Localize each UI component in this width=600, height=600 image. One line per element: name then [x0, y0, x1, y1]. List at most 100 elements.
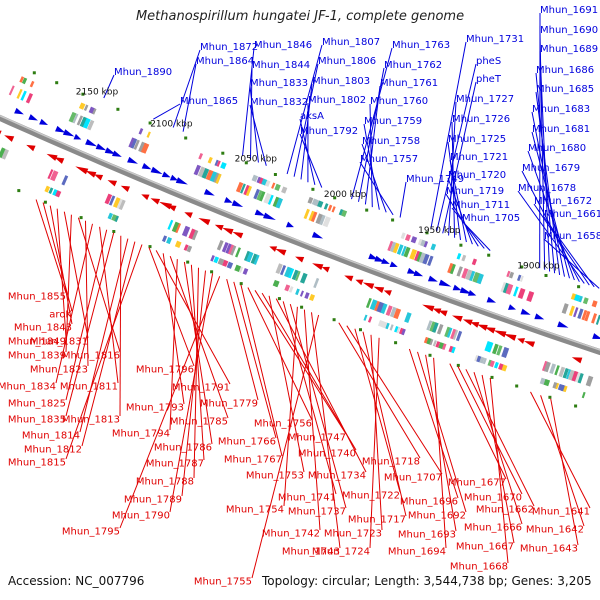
reverse-gene-leader-line: [346, 325, 443, 475]
forward-gene-label: Mhun_1672: [534, 196, 592, 207]
forward-gene-label: Mhun_1719: [446, 186, 504, 197]
forward-feature-block: [19, 76, 25, 83]
reverse-gene-label: Mhun_1786: [154, 442, 212, 453]
reverse-gene-arrow: [295, 256, 305, 263]
reverse-gene-arrow: [26, 144, 36, 152]
reverse-gene-arrow: [275, 248, 287, 256]
reverse-gene-arrow: [214, 224, 224, 231]
forward-feature-block: [193, 164, 201, 176]
forward-feature-block: [574, 294, 581, 302]
forward-feature-block: [256, 190, 263, 201]
forward-feature-block: [410, 236, 418, 244]
forward-feature-block: [16, 88, 23, 99]
reverse-gene-label: Mhun_1668: [450, 561, 508, 572]
gc-marker: [425, 231, 429, 235]
reverse-gene-arrow: [184, 212, 193, 219]
forward-feature-block: [591, 313, 598, 324]
reverse-feature-block: [210, 255, 215, 262]
forward-gene-arrow: [161, 171, 171, 178]
reverse-feature-block: [304, 292, 310, 299]
reverse-gene-leader-line: [457, 366, 523, 495]
reverse-gene-leader-line: [362, 331, 407, 517]
reverse-feature-block: [186, 245, 193, 253]
reverse-gene-label: Mhun_1815: [8, 457, 66, 468]
reverse-feature-block: [242, 267, 249, 275]
gc-marker: [79, 216, 83, 220]
reverse-feature-block: [365, 297, 372, 309]
forward-gene-arrow: [231, 200, 244, 207]
reverse-gene-leader-line: [268, 295, 305, 473]
forward-feature-block: [469, 270, 476, 282]
reverse-gene-label: Mhun_1849: [8, 336, 66, 347]
reverse-feature-block: [166, 237, 172, 245]
gc-marker: [311, 187, 315, 191]
gc-marker: [391, 218, 395, 222]
reverse-gene-leader-line: [190, 264, 205, 461]
reverse-feature-block: [225, 243, 233, 254]
forward-feature-block: [396, 244, 404, 255]
reverse-gene-arrow: [438, 310, 448, 317]
reverse-feature-block: [0, 147, 6, 159]
forward-gene-label: Mhun_1679: [522, 163, 580, 174]
reverse-feature-block: [217, 257, 225, 266]
reverse-gene-leader-line: [56, 208, 67, 339]
reverse-feature-block: [222, 259, 229, 267]
forward-feature-block: [201, 168, 210, 179]
forward-feature-block: [561, 303, 569, 314]
forward-feature-block: [253, 188, 260, 200]
forward-feature-block: [303, 208, 310, 220]
reverse-feature-block: [221, 242, 229, 253]
reverse-feature-block: [227, 244, 235, 255]
forward-feature-block: [582, 297, 589, 305]
reverse-gene-label: Mhun_1835: [8, 414, 66, 425]
forward-gene-leader-line: [182, 63, 197, 132]
reverse-gene-label: aroK: [49, 309, 72, 320]
forward-feature-block: [414, 250, 421, 262]
forward-feature-block: [327, 204, 333, 212]
reverse-feature-block: [275, 280, 280, 288]
reverse-feature-block: [235, 247, 241, 258]
reverse-feature-block: [167, 219, 174, 230]
gc-marker: [55, 81, 59, 85]
forward-gene-label: Mhun_1803: [312, 76, 370, 87]
reverse-feature-block: [216, 240, 224, 251]
reverse-gene-leader-line: [425, 354, 457, 532]
reverse-feature-block: [501, 364, 508, 372]
reverse-gene-leader-line: [240, 284, 283, 457]
reverse-feature-block: [396, 326, 401, 334]
forward-gene-leader-line: [451, 207, 485, 249]
reverse-feature-block: [181, 225, 191, 237]
reverse-feature-block: [380, 303, 388, 314]
reverse-feature-block: [295, 270, 301, 281]
forward-gene-arrow: [175, 177, 188, 185]
forward-feature-block: [240, 183, 246, 194]
forward-feature-block: [338, 208, 344, 216]
reverse-feature-block: [213, 256, 220, 264]
reverse-feature-block: [376, 301, 385, 313]
reverse-feature-block: [299, 272, 308, 284]
forward-feature-block: [422, 253, 430, 265]
forward-gene-label: Mhun_1806: [318, 56, 376, 67]
reverse-feature-block: [565, 369, 572, 380]
forward-gene-label: Mhun_1689: [540, 44, 598, 55]
reverse-gene-arrow: [150, 198, 161, 205]
reverse-gene-leader-line: [550, 398, 579, 546]
reverse-feature-block: [554, 365, 560, 376]
reverse-feature-block: [288, 268, 295, 279]
reverse-gene-label: Mhun_1662: [476, 504, 534, 515]
gc-marker: [548, 395, 552, 399]
gc-marker: [273, 173, 277, 176]
reverse-feature-block: [188, 228, 197, 240]
reverse-gene-label: Mhun_1670: [464, 492, 522, 503]
forward-feature-block: [578, 295, 583, 303]
forward-gene-arrow: [169, 174, 178, 181]
gc-marker: [574, 404, 578, 408]
forward-gene-arrow: [438, 279, 452, 287]
reverse-gene-arrow: [158, 201, 172, 210]
reverse-gene-leader-line: [181, 270, 206, 497]
reverse-gene-label: Mhun_1666: [464, 522, 522, 533]
reverse-gene-arrow: [232, 231, 244, 239]
reverse-feature-block: [436, 323, 444, 335]
gc-marker: [394, 341, 398, 345]
forward-feature-block: [573, 307, 579, 318]
